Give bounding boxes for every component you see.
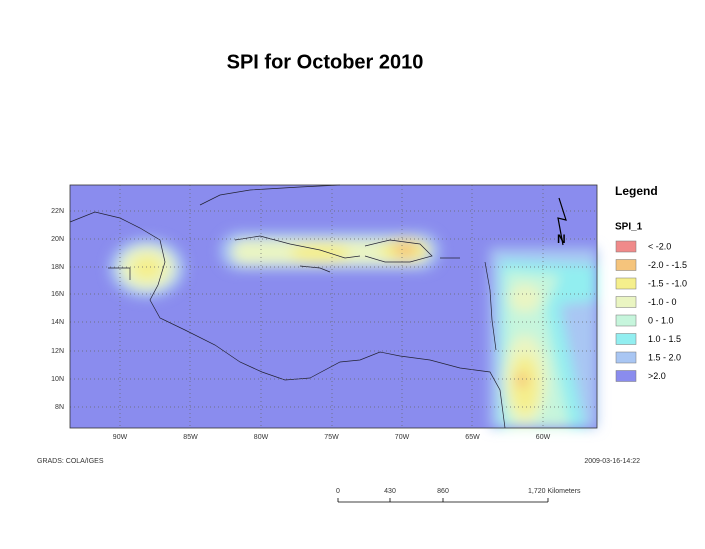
legend-label: -2.0 - -1.5 (648, 260, 687, 270)
lon-label: 90W (113, 434, 128, 441)
legend-label: -1.0 - 0 (648, 297, 677, 307)
scale-label: 1,720 Kilometers (528, 488, 581, 495)
scale-label: 0 (336, 488, 340, 495)
legend-items: < -2.0 -2.0 - -1.5 -1.5 - -1.0 -1.0 - 0 0 - … (615, 240, 687, 382)
scale-bar (337, 498, 549, 503)
lon-label: 80W (254, 434, 269, 441)
lon-labels: 90W 85W 80W 75W 70W 65W 60W (113, 434, 551, 441)
footer-right: 2009-03-16-14:22 (584, 458, 640, 465)
legend-swatch (615, 259, 637, 271)
lat-label: 20N (51, 236, 64, 243)
legend-swatch (615, 370, 637, 382)
lat-label: 22N (51, 208, 64, 215)
graticule (70, 185, 597, 428)
lat-label: 16N (51, 291, 64, 298)
lat-labels: 22N 20N 18N 16N 14N 12N 10N 8N (51, 208, 64, 411)
map (69, 184, 598, 429)
lon-label: 60W (536, 434, 551, 441)
lon-label: 85W (183, 434, 198, 441)
footer-left: GRADS: COLA/IGES (37, 458, 104, 465)
spi-field (109, 232, 597, 428)
legend-label: -1.5 - -1.0 (648, 278, 687, 288)
legend-label: 1.5 - 2.0 (648, 352, 681, 362)
lat-label: 14N (51, 319, 64, 326)
legend-swatch (615, 351, 637, 364)
lat-label: 10N (51, 376, 64, 383)
legend-layer: SPI_1 (615, 222, 643, 233)
legend-label: >2.0 (648, 371, 666, 381)
legend-swatch (615, 277, 637, 290)
scale-label: 860 (437, 488, 449, 495)
lat-label: 18N (51, 264, 64, 271)
legend-swatch (615, 333, 637, 345)
legend-label: 1.0 - 1.5 (648, 334, 681, 344)
title: SPI for October 2010 (227, 51, 424, 73)
legend-title: Legend (615, 184, 658, 198)
legend-swatch (615, 240, 637, 253)
north-label: N (557, 232, 566, 246)
lat-label: 12N (51, 348, 64, 355)
legend-label: 0 - 1.0 (648, 315, 674, 325)
scale-labels: 0 430 860 1,720 Kilometers (336, 488, 581, 495)
coastlines (69, 184, 506, 429)
legend-swatch (615, 296, 637, 308)
lon-label: 70W (395, 434, 410, 441)
lat-label: 8N (55, 404, 64, 411)
north-arrow: N (557, 197, 567, 246)
lon-label: 65W (465, 434, 480, 441)
legend-swatch (615, 314, 637, 327)
lon-label: 75W (324, 434, 339, 441)
scale-label: 430 (384, 488, 396, 495)
legend-label: < -2.0 (648, 241, 671, 251)
